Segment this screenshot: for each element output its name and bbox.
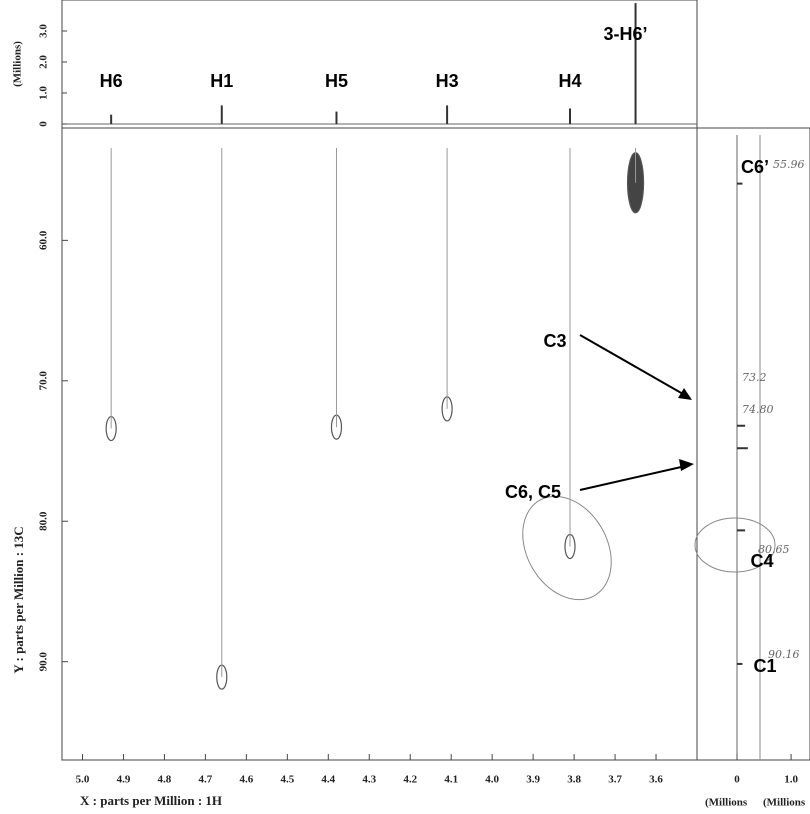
- peak-label: 3-H6’: [604, 24, 648, 44]
- x-tick-label: 4.2: [403, 774, 417, 786]
- x-axis-title: X : parts per Million : 1H: [80, 793, 222, 808]
- shift-note: 73.2: [742, 371, 767, 384]
- peak-label: H1: [210, 71, 233, 91]
- x-tick-label: 4.4: [321, 774, 335, 786]
- y-tick-label: 0: [38, 121, 50, 127]
- x-tick-label: 4.5: [280, 774, 294, 786]
- x-tick-label: 4.3: [362, 774, 376, 786]
- arrow: [579, 334, 691, 399]
- y-axis-title: Y : parts per Million : 13C: [11, 526, 26, 673]
- x-tick-label: 4.8: [158, 774, 172, 786]
- top-axis-title: (Millions): [12, 41, 24, 87]
- carbon-label: C6, C5: [505, 482, 561, 502]
- shift-note: 74.80: [742, 403, 774, 416]
- y-tick-label: 3.0: [38, 24, 50, 38]
- right-axis-title: (Millions: [763, 797, 806, 809]
- y-tick-label: 70.0: [38, 371, 50, 391]
- y-tick-label: 80.0: [38, 511, 50, 531]
- arrow-head: [678, 388, 692, 400]
- shift-note: 55.96: [773, 158, 805, 171]
- shift-note: 80.65: [758, 543, 790, 556]
- x-tick-label: 4.0: [485, 774, 499, 786]
- peak-label: H3: [436, 71, 459, 91]
- x-tick-label: 4.7: [199, 774, 213, 786]
- carbon-label: C4: [750, 551, 773, 571]
- carbon-label: C3: [543, 331, 566, 351]
- carbon-label: C1: [753, 656, 776, 676]
- x-tick-label: 3.6: [649, 774, 663, 786]
- arrow: [579, 464, 691, 491]
- shift-note: 90.16: [768, 648, 800, 661]
- peak-label: H4: [558, 71, 581, 91]
- x-tick-label: 4.9: [117, 774, 131, 786]
- x-tick-label: 1.0: [784, 774, 798, 786]
- carbon-label: C6’: [741, 157, 769, 177]
- x-tick-label: 4.1: [444, 774, 458, 786]
- y-tick-label: 60.0: [38, 230, 50, 250]
- top-frame: [61, 0, 698, 129]
- peak-label: H6: [100, 71, 123, 91]
- x-tick-label: 3.8: [567, 774, 581, 786]
- y-tick-label: 2.0: [38, 55, 50, 69]
- x-tick-label: 0: [734, 774, 740, 786]
- right-frame: [696, 127, 810, 761]
- hand-circle: [694, 517, 776, 573]
- x-tick-label: 3.7: [608, 774, 622, 786]
- x-tick-label: 4.6: [239, 774, 253, 786]
- y-tick-label: 1.0: [38, 86, 50, 100]
- x-tick-label: 3.9: [526, 774, 540, 786]
- peak-label: H5: [325, 71, 348, 91]
- arrow-head: [679, 459, 694, 471]
- x-tick-label: 5.0: [76, 774, 90, 786]
- y-tick-label: 90.0: [38, 652, 50, 672]
- right-axis-title: (Millions: [705, 797, 748, 809]
- hand-circle: [522, 495, 612, 601]
